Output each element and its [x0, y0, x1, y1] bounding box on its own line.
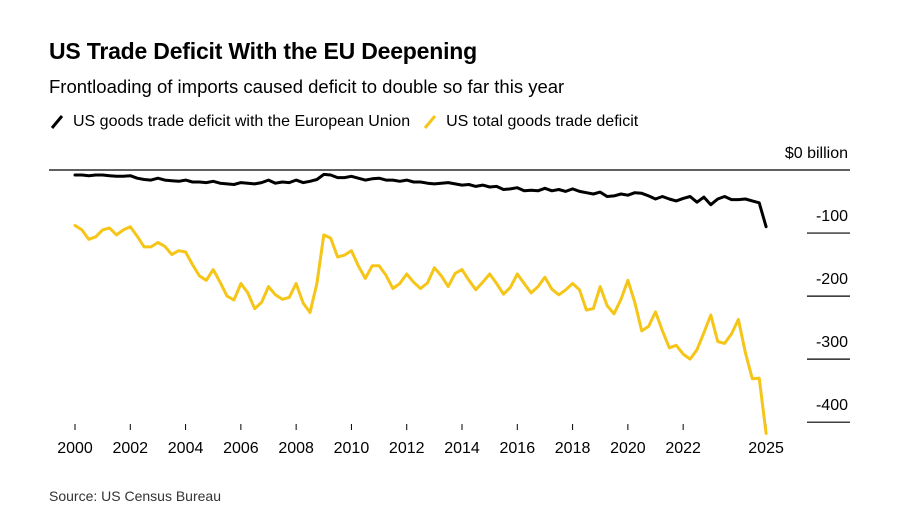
- x-tick-label-8: 2016: [500, 440, 536, 457]
- chart-legend: US goods trade deficit with the European…: [49, 111, 650, 133]
- x-tick-label-1: 2002: [112, 440, 148, 457]
- x-tick-label-10: 2020: [610, 440, 646, 457]
- y-tick-label-3: -300: [816, 334, 848, 351]
- legend-swatch-eu: [50, 115, 64, 129]
- x-tick-label-11: 2022: [665, 440, 701, 457]
- x-tick-label-4: 2008: [278, 440, 314, 457]
- x-tick-label-5: 2010: [334, 440, 370, 457]
- y-tick-label-4: -400: [816, 397, 848, 414]
- x-tick-label-3: 2006: [223, 440, 259, 457]
- series-line-eu: [73, 172, 768, 229]
- source-note: Source: US Census Bureau: [49, 488, 221, 504]
- x-tick-label-12: 2025: [748, 440, 784, 457]
- legend-item-eu: US goods trade deficit with the European…: [49, 113, 410, 131]
- legend-swatch-total: [423, 115, 437, 129]
- x-tick-label-0: 2000: [57, 440, 93, 457]
- x-tick-label-2: 2004: [168, 440, 204, 457]
- x-tick-label-9: 2018: [555, 440, 591, 457]
- x-tick-label-6: 2012: [389, 440, 425, 457]
- y-tick-label-0: $0 billion: [785, 145, 848, 162]
- y-tick-label-1: -100: [816, 208, 848, 225]
- legend-label-total: US total goods trade deficit: [446, 113, 639, 130]
- chart-title: US Trade Deficit With the EU Deepening: [49, 38, 477, 64]
- legend-item-total: US total goods trade deficit: [422, 113, 638, 131]
- x-tick-label-7: 2014: [444, 440, 480, 457]
- chart-subtitle: Frontloading of imports caused deficit t…: [49, 76, 565, 97]
- y-tick-label-2: -200: [816, 271, 848, 288]
- legend-label-eu: US goods trade deficit with the European…: [73, 113, 411, 130]
- series-line-total: [73, 224, 768, 435]
